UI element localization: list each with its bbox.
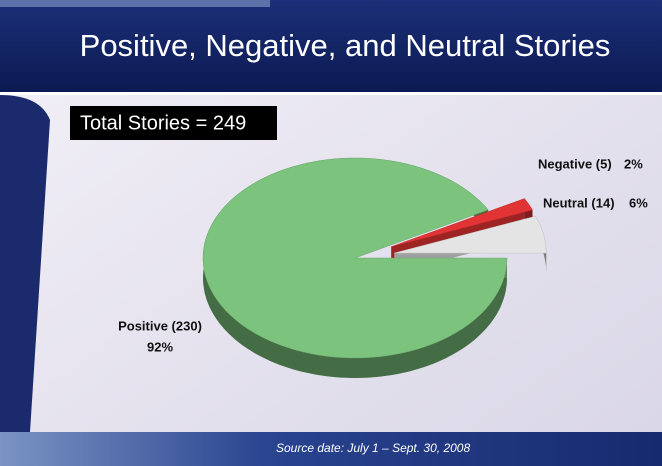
slice-label: Positive (230) — [118, 318, 202, 333]
source: Source date: July 1 – Sept. 30, 2008 — [276, 441, 470, 455]
chart-title: Positive, Negative, and Neutral Stories — [80, 28, 611, 63]
slice-value-label: 6% — [629, 195, 648, 210]
slice — [203, 158, 507, 358]
page: Positive, Negative, and Neutral Stories … — [0, 0, 662, 466]
slice-value-label: 2% — [624, 156, 643, 171]
slide: Positive, Negative, and Neutral Stories … — [0, 0, 662, 466]
header-strip — [0, 0, 270, 7]
annotation: Total Stories = 249 — [80, 112, 246, 134]
header-rule — [0, 92, 662, 95]
slice-label: Negative (5) — [538, 156, 612, 171]
slice-value-label: 92% — [147, 339, 173, 354]
slice-label: Neutral (14) — [543, 195, 615, 210]
